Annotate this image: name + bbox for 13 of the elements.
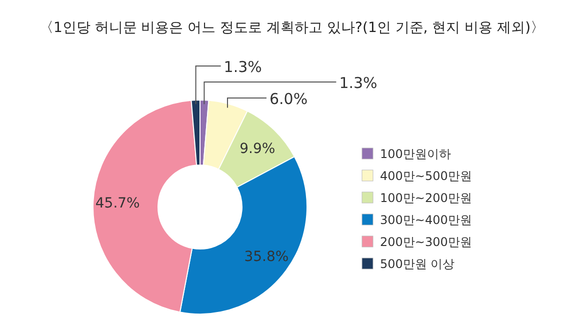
legend-label: 200만~300만원: [380, 235, 472, 249]
legend-label: 100만원이하: [380, 147, 451, 161]
data-label: 6.0%: [269, 90, 308, 108]
legend-label: 300만~400만원: [380, 213, 472, 227]
data-label: 9.9%: [240, 140, 276, 157]
data-label: 1.3%: [339, 74, 378, 92]
legend-label: 400만~500만원: [380, 169, 472, 183]
legend-label: 100만~200만원: [380, 191, 472, 205]
chart-title: 〈1인당 허니문 비용은 어느 정도로 계획하고 있나?(1인 기준, 현지 비용 제외)〉: [39, 20, 545, 36]
legend-label: 500만원 이상: [380, 257, 455, 271]
data-label: 1.3%: [224, 58, 262, 76]
data-label: 35.8%: [244, 248, 289, 265]
data-label: 45.7%: [95, 196, 140, 212]
